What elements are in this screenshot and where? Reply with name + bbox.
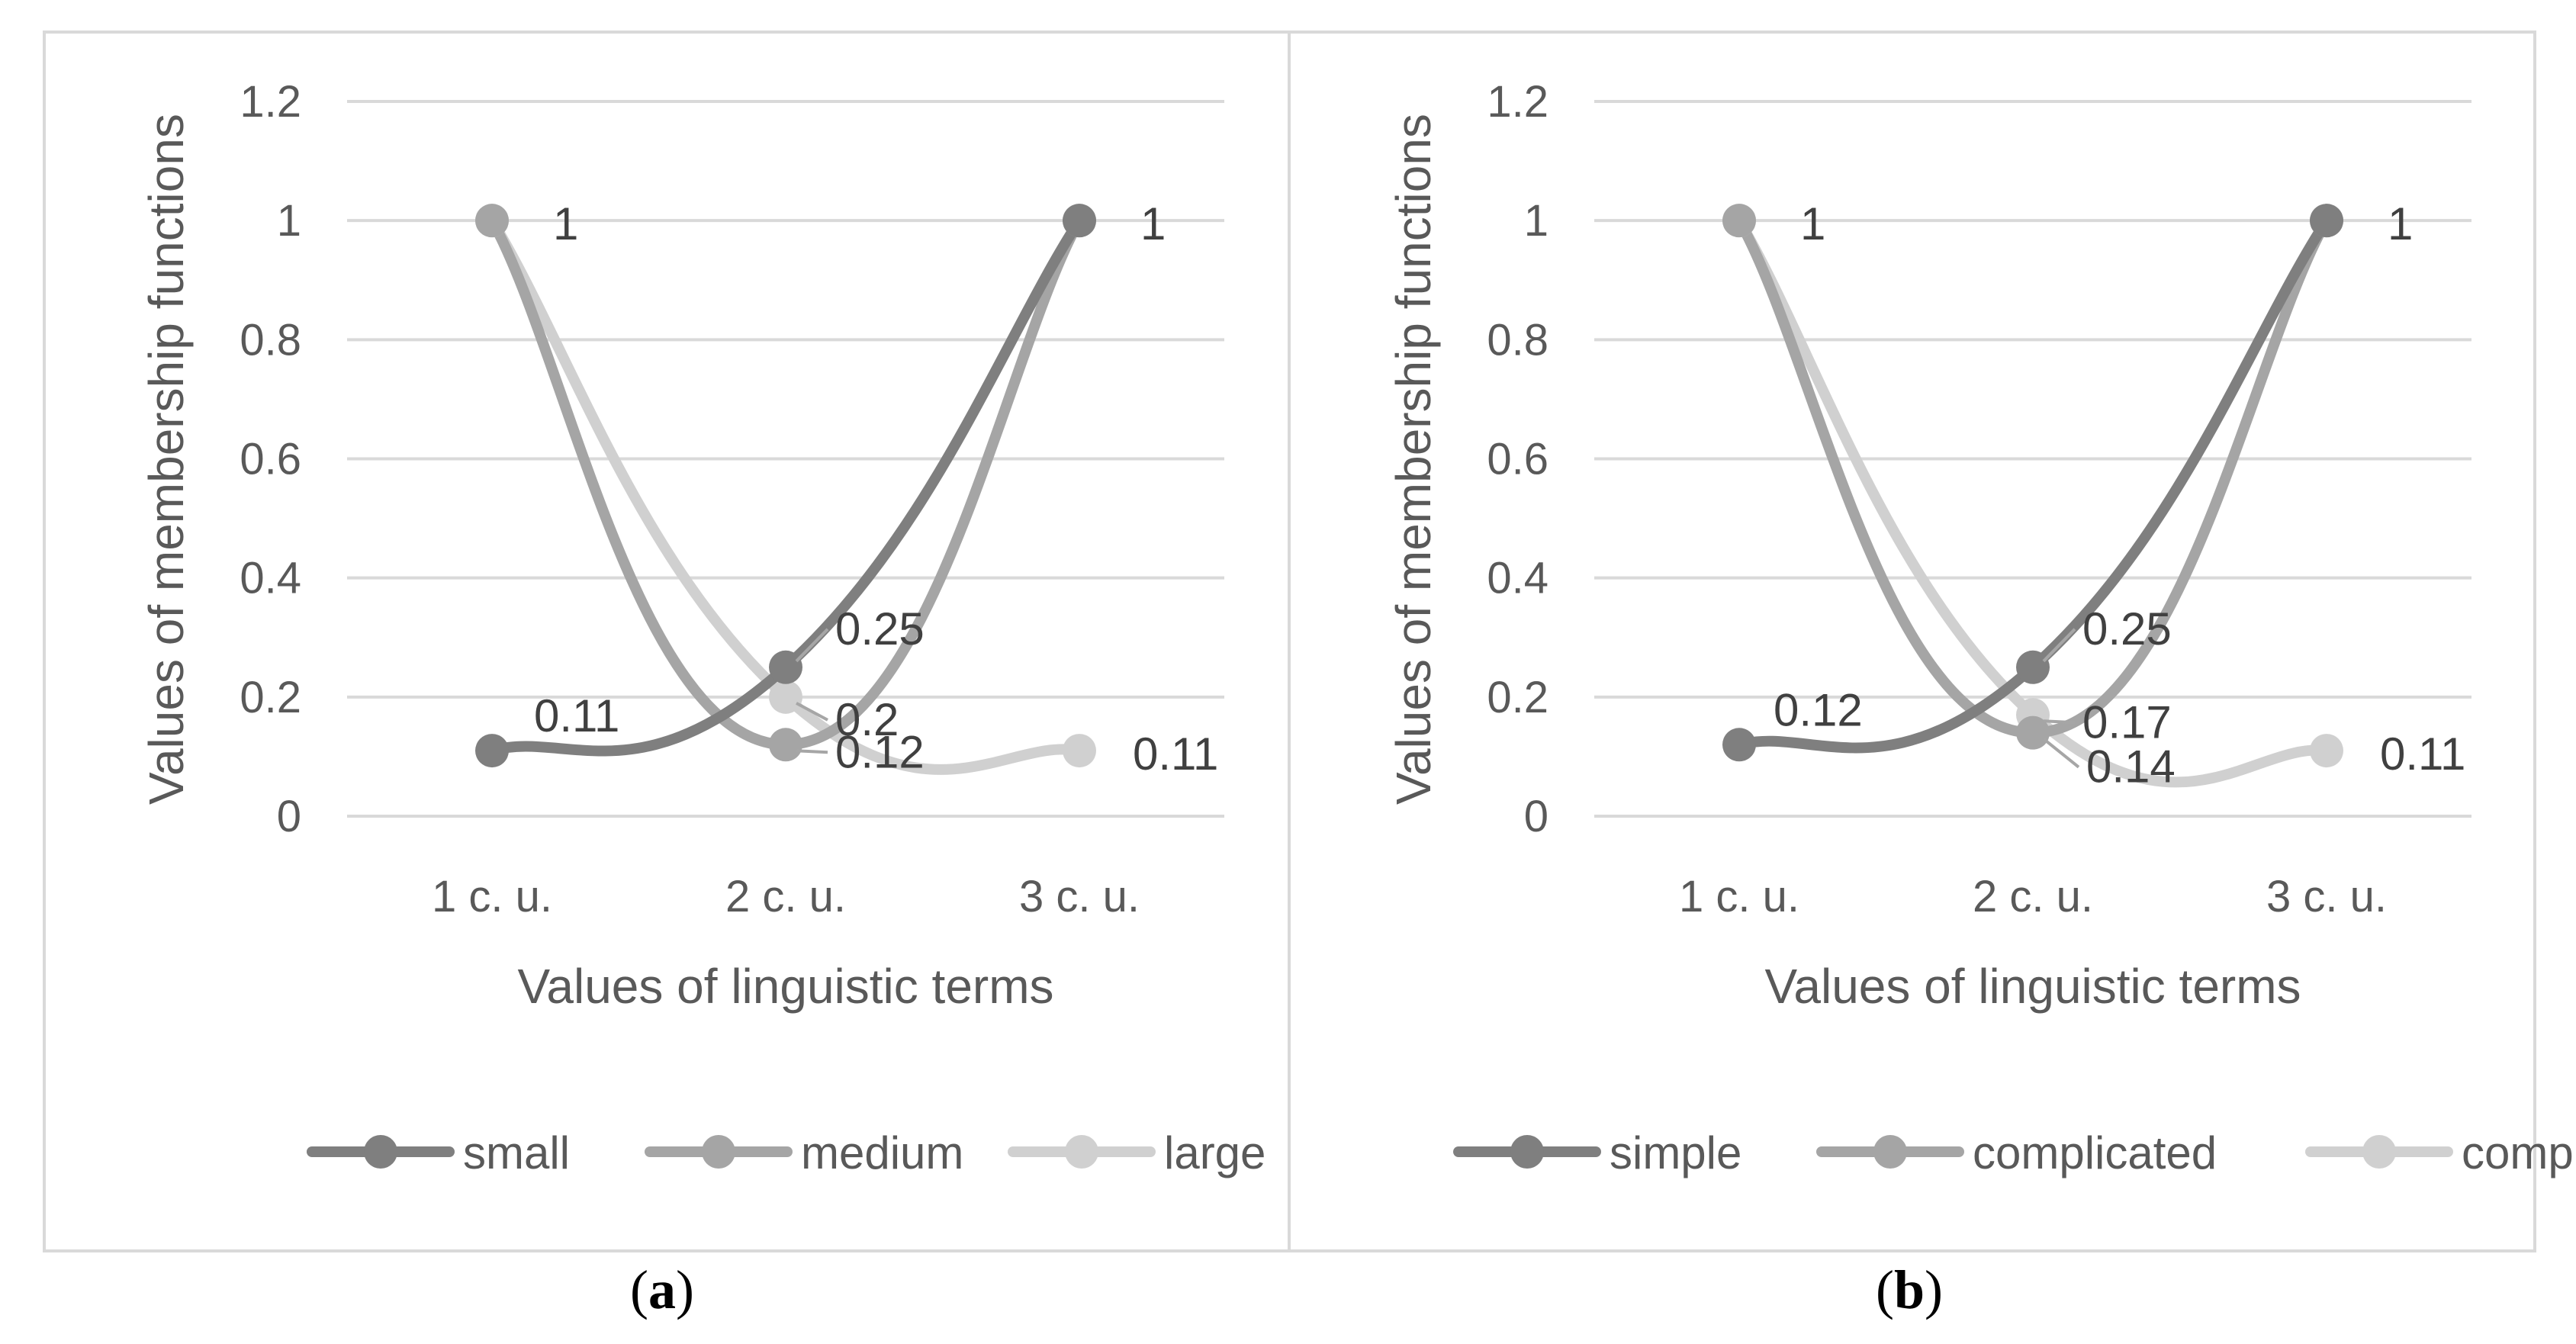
data-point-large	[769, 680, 802, 714]
data-point-small	[1063, 204, 1096, 238]
y-tick-label: 1	[1524, 196, 1548, 246]
data-label: 0.2	[835, 694, 899, 745]
data-label-leader	[2043, 719, 2076, 725]
series-line-simple	[1734, 215, 2332, 754]
data-point-complicated	[2016, 715, 2050, 750]
x-tick-label: 1 c. u.	[432, 872, 552, 921]
x-axis-title: Values of linguistic terms	[517, 959, 1053, 1014]
legend-label: complex	[2462, 1127, 2576, 1178]
data-point-complex	[2310, 734, 2343, 768]
data-label-leader	[2042, 738, 2080, 769]
y-tick-label: 1.2	[1487, 77, 1548, 127]
x-tick-label: 3 c. u.	[2266, 872, 2387, 921]
y-tick-label: 0.4	[1487, 554, 1548, 603]
y-tick-label: 0	[1524, 792, 1548, 841]
legend-swatch-marker	[1873, 1135, 1907, 1169]
caption-a-letter: a	[648, 1259, 676, 1320]
data-label-leader	[796, 702, 828, 722]
caption-b-letter: b	[1894, 1259, 1925, 1320]
x-axis-title: Values of linguistic terms	[1764, 959, 2301, 1014]
data-label: 1	[1140, 198, 1166, 249]
y-tick-label: 0.8	[1487, 315, 1548, 365]
caption-b: (b)	[1876, 1259, 1943, 1320]
y-axis-title: Values of membership functions	[139, 114, 194, 805]
x-tick-label: 2 c. u.	[1973, 872, 2093, 921]
data-point-simple	[2310, 204, 2343, 238]
data-label: 0.25	[835, 603, 925, 654]
data-label: 0.14	[2086, 741, 2176, 793]
data-label-leader	[2042, 628, 2076, 663]
y-tick-label: 0.4	[240, 554, 301, 603]
series-line-small	[487, 215, 1085, 757]
legend-label: large	[1164, 1127, 1265, 1178]
data-label: 0.12	[835, 726, 925, 777]
y-tick-label: 1	[277, 196, 301, 246]
data-label: 0.11	[534, 690, 619, 741]
legend-label: medium	[801, 1127, 963, 1178]
data-label-leader	[795, 628, 829, 663]
data-point-simple	[2016, 650, 2050, 684]
panel-a: 0 0.2 0.4 0.6 0.8 1 1.2 1 c. u. 2 c. u. 3 c. u. Va…	[139, 77, 1265, 1178]
y-tick-label: 1.2	[240, 77, 301, 127]
data-label: 0.11	[1133, 728, 1218, 780]
data-label: 0.17	[2082, 696, 2172, 748]
legend-swatch-marker	[702, 1135, 735, 1169]
y-tick-label: 0	[277, 792, 301, 841]
y-tick-label: 0.6	[240, 435, 301, 484]
x-tick-label: 3 c. u.	[1019, 872, 1140, 921]
data-label: 0.25	[2082, 603, 2172, 654]
legend-label: small	[463, 1127, 570, 1178]
y-tick-label: 0.8	[240, 315, 301, 365]
data-label: 1	[2388, 198, 2413, 249]
data-point-large	[1063, 734, 1096, 768]
data-point-complicated	[1722, 204, 1756, 238]
series-line-large	[487, 215, 1085, 775]
legend-swatch-marker	[2362, 1135, 2396, 1169]
legend-swatch-marker	[364, 1135, 397, 1169]
data-point-small	[769, 650, 802, 684]
legend-swatch-marker	[1065, 1135, 1098, 1169]
y-tick-label: 0.6	[1487, 435, 1548, 484]
data-label-leader	[796, 749, 828, 754]
legend-label: simple	[1610, 1127, 1741, 1178]
y-tick-label: 0.2	[1487, 673, 1548, 722]
caption-a: (a)	[630, 1259, 694, 1320]
y-tick-label: 0.2	[240, 673, 301, 722]
data-label: 1	[553, 198, 578, 249]
data-point-medium	[475, 204, 509, 238]
x-tick-label: 2 c. u.	[725, 872, 846, 921]
x-tick-label: 1 c. u.	[1679, 872, 1799, 921]
panel-b: 0 0.2 0.4 0.6 0.8 1 1.2 1 c. u. 2 c. u. 3 c. u. Va…	[1386, 77, 2576, 1178]
legend-label: complicated	[1973, 1127, 2217, 1178]
legend-swatch-marker	[1510, 1135, 1544, 1169]
data-point-simple	[1722, 728, 1756, 762]
data-point-medium	[769, 728, 802, 762]
y-axis-title: Values of membership functions	[1386, 114, 1441, 805]
data-point-small	[475, 734, 509, 768]
data-label: 0.12	[1774, 684, 1863, 735]
data-label: 1	[1800, 198, 1825, 249]
data-label: 0.11	[2380, 728, 2465, 780]
